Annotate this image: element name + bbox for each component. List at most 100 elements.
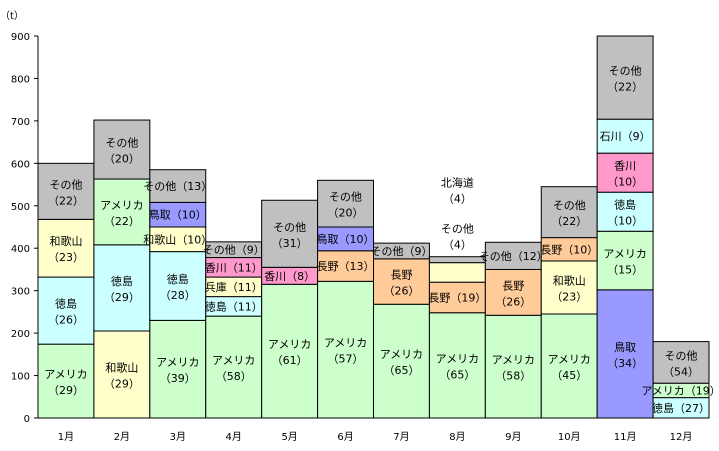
segment-name: アメリカ — [547, 353, 590, 366]
segment-label: アメリカ （45） — [547, 353, 590, 382]
segment-name: アメリカ — [492, 354, 535, 367]
segment-share: （58） — [495, 370, 531, 383]
segment-label: その他 （22） — [607, 65, 643, 94]
segment-name: アメリカ — [156, 356, 199, 369]
segment-name-share: その他（9） — [203, 244, 265, 257]
segment-label: その他 （54） — [663, 349, 699, 378]
bar-segment — [37, 218, 95, 278]
segment-name: 香川 — [614, 160, 636, 173]
segment-name: 和歌山 — [105, 360, 138, 374]
segment-share: （58） — [216, 370, 252, 383]
segment-name: その他 — [329, 191, 362, 204]
segment-name-share: その他（12） — [479, 250, 548, 263]
segment-share: （22） — [607, 81, 643, 94]
y-tick-label: 800 — [11, 74, 30, 85]
segment-name: 和歌山 — [553, 273, 586, 287]
segment-label: 鳥取（10） — [149, 208, 207, 222]
segment-name: アメリカ — [44, 368, 87, 381]
bar-segment — [596, 230, 654, 291]
segment-label: その他（9） — [370, 245, 432, 258]
segment-share: （57） — [328, 353, 364, 366]
segment-share: （26） — [48, 314, 84, 327]
segment-share: （22） — [104, 215, 140, 228]
segment-label: 石川（9） — [600, 130, 651, 143]
x-tick-label: 9月 — [505, 431, 521, 443]
segment-name-share: その他（9） — [370, 245, 432, 258]
segment-share: （34） — [607, 357, 643, 370]
bar-segment — [373, 242, 430, 260]
y-tick-label: 500 — [11, 202, 30, 213]
y-tick-label: 200 — [11, 329, 30, 340]
segment-label: その他 （22） — [551, 199, 587, 228]
bar-segment — [149, 226, 207, 253]
segment-label: 和歌山 （23） — [551, 273, 587, 303]
segment-label: アメリカ （22） — [100, 199, 143, 228]
segment-name: その他 — [49, 178, 82, 191]
y-tick-label: 700 — [11, 117, 30, 128]
y-tick-label: 100 — [11, 372, 30, 383]
x-tick-label: 11月 — [614, 431, 637, 443]
segment-name: 北海道 — [441, 176, 474, 190]
bar-segment — [428, 262, 486, 283]
segment-share: （28） — [160, 289, 196, 302]
bar-segment — [540, 260, 598, 315]
bar-segment — [149, 169, 207, 203]
segment-share: （31） — [272, 237, 308, 250]
segment-label: 徳島 （10） — [607, 198, 643, 228]
segment-name-share: 鳥取（10） — [317, 232, 375, 246]
segment-name-share: 鳥取（10） — [149, 208, 207, 222]
segment-label: 徳島（11） — [205, 299, 263, 313]
y-tick-label: 400 — [11, 244, 30, 255]
segment-label: アメリカ （61） — [268, 338, 311, 367]
segment-name: 徳島 — [167, 272, 189, 286]
segment-label: アメリカ （15） — [603, 248, 646, 277]
segment-label: 鳥取 （34） — [607, 340, 643, 370]
bars-layer — [37, 35, 710, 419]
segment-name-share: 長野（13） — [317, 260, 375, 273]
bar-segment — [484, 268, 542, 316]
segment-label: アメリカ （58） — [212, 354, 255, 383]
segment-share: （29） — [104, 291, 140, 304]
segment-share: （54） — [663, 365, 699, 378]
segment-name: 長野 — [502, 279, 524, 292]
segment-share: （4） — [443, 193, 472, 206]
x-tick-label: 5月 — [281, 431, 297, 443]
segment-name: アメリカ — [603, 248, 646, 261]
x-tick-label: 7月 — [393, 431, 409, 443]
segment-label: 長野 （26） — [383, 269, 419, 298]
segment-name: アメリカ — [100, 199, 143, 212]
segment-label: 香川（8） — [264, 270, 315, 283]
x-tick-label: 8月 — [449, 431, 465, 443]
bar-segment — [484, 241, 542, 270]
segment-name-share: 徳島（27） — [652, 401, 710, 415]
bar-segment — [428, 256, 486, 264]
bar-segment — [596, 35, 654, 120]
x-tick-label: 4月 — [226, 431, 242, 443]
y-tick-label: 300 — [11, 287, 30, 298]
segment-name: アメリカ — [436, 352, 479, 365]
segment-name: 徳島 — [55, 297, 77, 311]
x-tick-label: 10月 — [558, 431, 581, 443]
segment-share: （20） — [328, 207, 364, 220]
segment-name: 長野 — [390, 269, 412, 282]
segment-share: （26） — [383, 285, 419, 298]
segment-label: 鳥取（10） — [317, 232, 375, 246]
x-tick-label: 12月 — [670, 431, 693, 443]
segment-label: アメリカ（19） — [641, 384, 719, 397]
segment-share: （26） — [495, 295, 531, 308]
x-tick-label: 2月 — [114, 431, 130, 443]
segment-share: （61） — [272, 354, 308, 367]
segment-share: （29） — [48, 384, 84, 397]
segment-name: 鳥取 — [614, 340, 636, 354]
segment-label: 和歌山 （23） — [48, 234, 84, 264]
bar-segment — [261, 199, 319, 268]
bar-segment — [373, 303, 430, 419]
bar-segment — [93, 119, 151, 180]
segment-name-share: 石川（9） — [600, 130, 651, 143]
segment-share: （45） — [551, 369, 587, 382]
segment-name: アメリカ — [268, 338, 311, 351]
segment-share: （39） — [160, 372, 196, 385]
segment-label: その他（9） — [203, 244, 265, 257]
x-tick-label: 3月 — [170, 431, 186, 443]
